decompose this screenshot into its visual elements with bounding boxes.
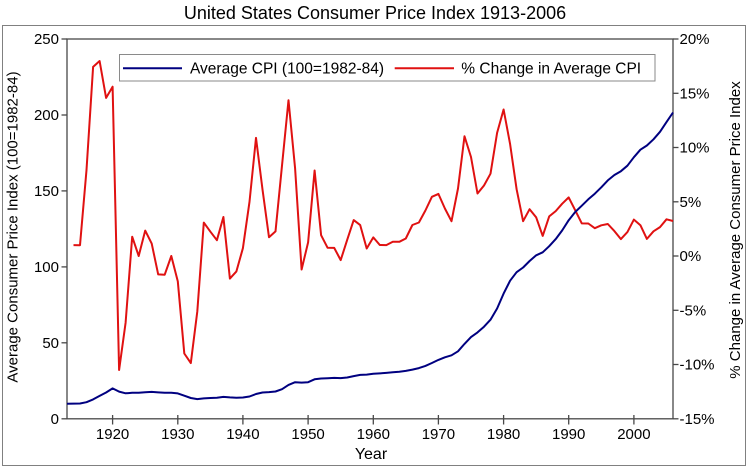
- svg-text:1990: 1990: [552, 426, 585, 443]
- svg-text:1940: 1940: [226, 426, 259, 443]
- svg-text:150: 150: [34, 183, 59, 200]
- svg-text:50: 50: [42, 335, 59, 352]
- svg-text:1920: 1920: [96, 426, 129, 443]
- svg-text:1980: 1980: [487, 426, 520, 443]
- svg-text:0%: 0%: [680, 248, 702, 265]
- svg-text:1950: 1950: [291, 426, 324, 443]
- svg-text:-15%: -15%: [680, 411, 715, 428]
- svg-text:200: 200: [34, 107, 59, 124]
- svg-text:Average CPI (100=1982-84): Average CPI (100=1982-84): [190, 60, 384, 77]
- svg-text:Year: Year: [355, 446, 388, 463]
- svg-text:% Change in Average Consumer P: % Change in Average Consumer Price Index: [727, 81, 744, 379]
- svg-text:Average Consumer Price Index (: Average Consumer Price Index (100=1982-8…: [5, 71, 22, 382]
- svg-text:20%: 20%: [680, 31, 710, 48]
- svg-text:1970: 1970: [422, 426, 455, 443]
- svg-text:5%: 5%: [680, 194, 702, 211]
- svg-text:-10%: -10%: [680, 357, 715, 374]
- svg-text:10%: 10%: [680, 140, 710, 157]
- svg-text:100: 100: [34, 259, 59, 276]
- svg-text:% Change in Average CPI: % Change in Average CPI: [461, 60, 641, 77]
- svg-text:United States Consumer Price I: United States Consumer Price Index 1913-…: [184, 3, 566, 23]
- svg-text:250: 250: [34, 31, 59, 48]
- svg-text:2000: 2000: [617, 426, 650, 443]
- svg-text:15%: 15%: [680, 86, 710, 103]
- svg-text:1960: 1960: [357, 426, 390, 443]
- svg-text:0: 0: [51, 411, 59, 428]
- svg-text:-5%: -5%: [680, 303, 707, 320]
- svg-text:1930: 1930: [161, 426, 194, 443]
